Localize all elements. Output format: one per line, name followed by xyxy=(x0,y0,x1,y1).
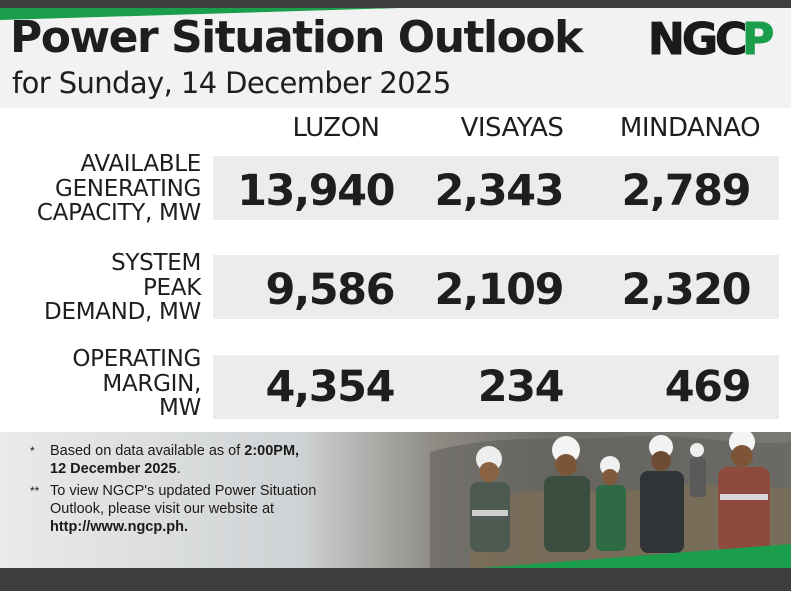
value-visayas-peak-demand: 2,109 xyxy=(434,265,564,315)
worker-figure xyxy=(544,436,590,552)
website-link[interactable]: http://www.ngcp.ph. xyxy=(50,519,188,535)
value-mindanao-operating-margin: 469 xyxy=(664,362,752,412)
header-band xyxy=(0,8,791,108)
worker-figure xyxy=(596,456,626,551)
page-title: Power Situation Outlook xyxy=(10,12,583,63)
row-band-available-capacity xyxy=(213,156,779,220)
row-label-line: CAPACITY, MW xyxy=(36,200,201,226)
svg-text:NGC: NGC xyxy=(648,14,745,62)
svg-text:P: P xyxy=(742,14,774,62)
top-dark-bar xyxy=(0,0,791,8)
note-text: Outlook, please visit our website at xyxy=(50,501,275,517)
row-label-peak-demand: SYSTEM PEAK DEMAND, MW xyxy=(0,251,201,325)
workers-photo-illustration xyxy=(430,432,791,568)
row-label-line: DEMAND, MW xyxy=(44,299,201,325)
row-label-operating-margin: OPERATING MARGIN, MW xyxy=(0,347,201,421)
bottom-dark-bar xyxy=(0,568,791,591)
top-green-accent xyxy=(0,8,400,20)
worker-figure xyxy=(718,432,770,553)
value-mindanao-available-capacity: 2,789 xyxy=(621,166,751,216)
footer-notes: * Based on data available as of 2:00PM, … xyxy=(30,442,316,540)
value-luzon-operating-margin: 4,354 xyxy=(265,362,395,412)
value-mindanao-peak-demand: 2,320 xyxy=(621,265,751,315)
worker-figure xyxy=(690,443,706,497)
note-time: 2:00PM, xyxy=(244,443,300,459)
row-label-line: PEAK xyxy=(142,274,201,301)
note-website: ** To view NGCP's updated Power Situatio… xyxy=(30,482,316,536)
footer-photo xyxy=(0,432,791,568)
row-label-line: AVAILABLE xyxy=(80,151,201,177)
note-date: 12 December 2025 xyxy=(50,461,177,477)
column-header-visayas: VISAYAS xyxy=(460,113,564,143)
note-text: Based on data available as of xyxy=(50,443,245,459)
note-data-asof: * Based on data available as of 2:00PM, … xyxy=(30,442,316,478)
note-text: . xyxy=(176,461,181,477)
ngcp-logo: NGC P xyxy=(648,14,775,62)
row-label-line: MW xyxy=(159,395,201,421)
row-band-peak-demand xyxy=(213,255,779,319)
note-text: To view NGCP's updated Power Situation xyxy=(50,483,317,499)
value-luzon-peak-demand: 9,586 xyxy=(265,265,395,315)
value-luzon-available-capacity: 13,940 xyxy=(237,166,395,216)
column-header-luzon: LUZON xyxy=(292,113,381,143)
row-band-operating-margin xyxy=(213,355,779,419)
row-label-line: GENERATING xyxy=(55,175,201,202)
page-subtitle: for Sunday, 14 December 2025 xyxy=(12,66,451,100)
column-header-mindanao: MINDANAO xyxy=(619,113,761,143)
row-label-available-capacity: AVAILABLE GENERATING CAPACITY, MW xyxy=(0,152,201,226)
row-label-line: SYSTEM xyxy=(111,250,201,276)
note-marker: * xyxy=(30,444,35,458)
note-marker: ** xyxy=(30,484,40,498)
worker-figure xyxy=(640,435,684,553)
value-visayas-operating-margin: 234 xyxy=(477,362,565,412)
worker-figure xyxy=(470,446,510,552)
value-visayas-available-capacity: 2,343 xyxy=(434,166,564,216)
row-label-line: MARGIN, xyxy=(102,370,201,397)
row-label-line: OPERATING xyxy=(72,346,201,372)
